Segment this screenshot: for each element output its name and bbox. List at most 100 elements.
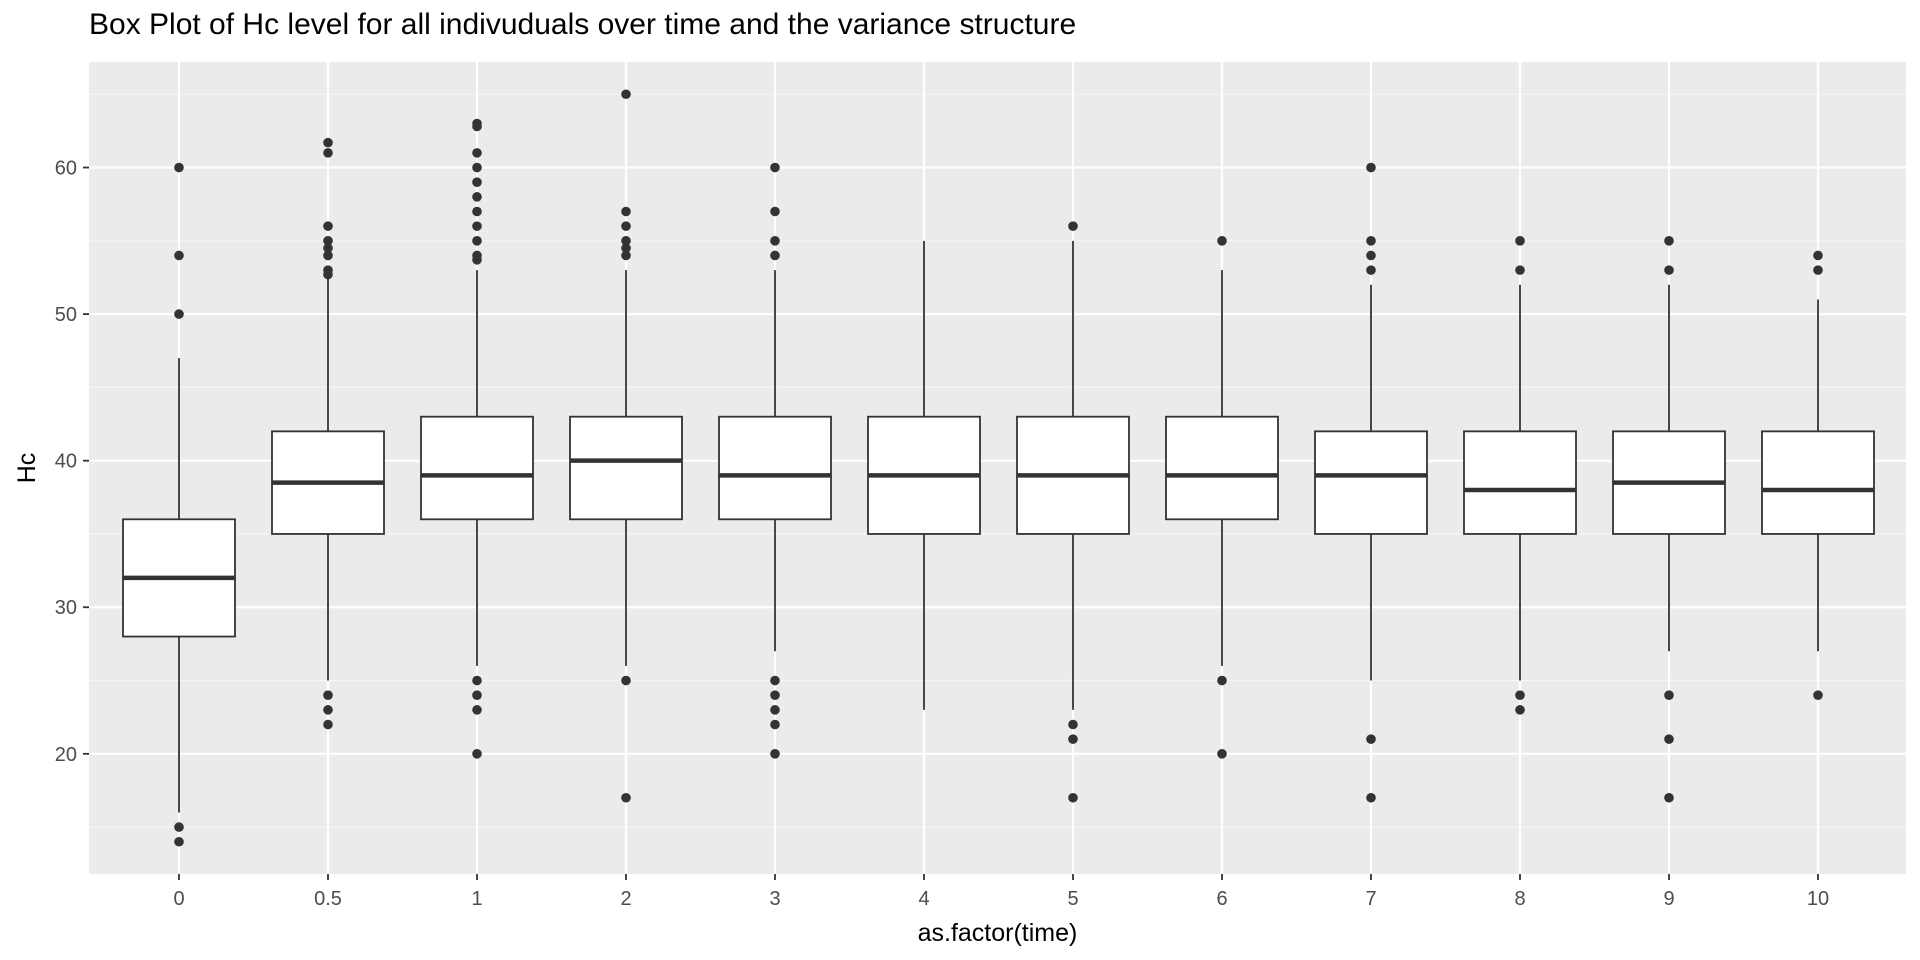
outlier-point bbox=[174, 309, 184, 319]
y-tick-label: 60 bbox=[55, 158, 77, 180]
outlier-point bbox=[472, 221, 482, 231]
outlier-point bbox=[621, 221, 631, 231]
x-tick-label: 8 bbox=[1514, 888, 1525, 910]
x-tick-label: 9 bbox=[1663, 888, 1674, 910]
x-tick-label: 7 bbox=[1365, 888, 1376, 910]
y-tick-label: 20 bbox=[55, 744, 77, 766]
outlier-point bbox=[174, 250, 184, 261]
outlier-point bbox=[472, 250, 482, 261]
x-axis-title: as.factor(time) bbox=[918, 919, 1078, 947]
outlier-point bbox=[1366, 236, 1376, 246]
outlier-point bbox=[323, 690, 333, 700]
outlier-point bbox=[1664, 265, 1674, 275]
outlier-point bbox=[1217, 749, 1227, 759]
iqr-box bbox=[1761, 430, 1875, 535]
box-8 bbox=[1463, 236, 1577, 715]
outlier-point bbox=[1068, 221, 1078, 231]
outlier-point bbox=[472, 162, 482, 173]
outlier-point bbox=[1813, 265, 1823, 275]
outlier-point bbox=[621, 250, 631, 261]
x-tick-label: 1 bbox=[471, 888, 482, 910]
y-tick-label: 50 bbox=[55, 304, 77, 326]
outlier-point bbox=[770, 675, 780, 686]
x-tick-label: 3 bbox=[769, 888, 780, 910]
outlier-point bbox=[472, 690, 482, 700]
outlier-point bbox=[174, 836, 184, 847]
outlier-point bbox=[770, 719, 780, 730]
outlier-point bbox=[1515, 265, 1525, 275]
outlier-point bbox=[1217, 236, 1227, 246]
outlier-point bbox=[1664, 792, 1674, 803]
chart-title: Box Plot of Hc level for all indivuduals… bbox=[89, 8, 1077, 41]
outlier-point bbox=[323, 265, 333, 275]
x-tick-label: 4 bbox=[918, 888, 929, 910]
box-3 bbox=[718, 162, 832, 759]
iqr-box bbox=[718, 415, 832, 521]
outlier-point bbox=[770, 705, 780, 715]
outlier-point bbox=[621, 243, 631, 253]
box-0 bbox=[122, 162, 236, 847]
outlier-point bbox=[472, 236, 482, 246]
outlier-point bbox=[1366, 250, 1376, 261]
outlier-point bbox=[1068, 719, 1078, 730]
box-4 bbox=[867, 240, 981, 710]
outlier-point bbox=[1217, 675, 1227, 686]
outlier-point bbox=[1813, 690, 1823, 700]
outlier-point bbox=[621, 206, 631, 217]
iqr-box bbox=[1314, 430, 1428, 535]
outlier-point bbox=[323, 236, 333, 246]
outlier-point bbox=[1664, 734, 1674, 744]
box-6 bbox=[1165, 236, 1279, 759]
y-tick-label: 30 bbox=[55, 597, 77, 619]
outlier-point bbox=[1366, 792, 1376, 803]
x-tick-label: 10 bbox=[1807, 888, 1829, 910]
outlier-point bbox=[770, 162, 780, 173]
outlier-point bbox=[323, 250, 333, 261]
x-tick-label: 0.5 bbox=[314, 888, 342, 910]
outlier-point bbox=[323, 221, 333, 231]
outlier-point bbox=[323, 137, 333, 148]
outlier-point bbox=[621, 675, 631, 686]
iqr-box bbox=[1463, 430, 1577, 535]
x-tick-label: 5 bbox=[1067, 888, 1078, 910]
outlier-point bbox=[1068, 792, 1078, 803]
outlier-point bbox=[472, 749, 482, 759]
outlier-point bbox=[770, 690, 780, 700]
box-10 bbox=[1761, 250, 1875, 700]
outlier-point bbox=[770, 236, 780, 246]
outlier-point bbox=[323, 719, 333, 730]
iqr-box bbox=[569, 415, 683, 521]
outlier-point bbox=[472, 206, 482, 217]
outlier-point bbox=[323, 148, 333, 158]
outlier-point bbox=[1068, 734, 1078, 744]
box-5 bbox=[1016, 221, 1130, 803]
iqr-box bbox=[1165, 415, 1279, 521]
outlier-point bbox=[1515, 236, 1525, 246]
box-0.5 bbox=[271, 137, 385, 730]
outlier-point bbox=[1813, 250, 1823, 261]
box-2 bbox=[569, 89, 683, 803]
box-1 bbox=[420, 118, 534, 759]
outlier-point bbox=[1515, 690, 1525, 700]
outlier-point bbox=[621, 89, 631, 100]
outlier-point bbox=[472, 675, 482, 686]
boxes bbox=[122, 89, 1875, 847]
iqr-box bbox=[420, 415, 534, 521]
x-tick-label: 0 bbox=[173, 888, 184, 910]
plot-panel bbox=[89, 62, 1906, 874]
outlier-point bbox=[770, 250, 780, 261]
outlier-point bbox=[1366, 734, 1376, 744]
outlier-point bbox=[621, 236, 631, 246]
axes: 20 30 40 50 60 0 0.5 1 2 3 4 5 6 7 8 9 10 bbox=[55, 158, 1829, 910]
outlier-point bbox=[1515, 705, 1525, 715]
y-tick-label: 40 bbox=[55, 451, 77, 473]
box-9 bbox=[1612, 236, 1726, 803]
outlier-point bbox=[770, 206, 780, 217]
outlier-point bbox=[770, 749, 780, 759]
outlier-point bbox=[323, 243, 333, 253]
x-tick-label: 6 bbox=[1216, 888, 1227, 910]
outlier-point bbox=[174, 162, 184, 173]
x-tick-label: 2 bbox=[620, 888, 631, 910]
outlier-point bbox=[1366, 162, 1376, 173]
